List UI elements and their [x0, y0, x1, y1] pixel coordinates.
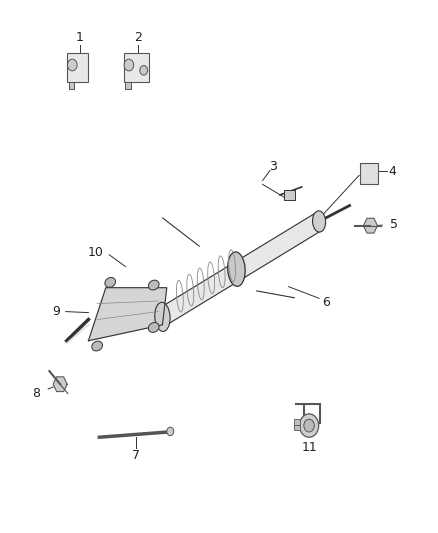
Text: 8: 8	[32, 387, 40, 400]
Circle shape	[140, 66, 148, 75]
Ellipse shape	[148, 280, 159, 290]
Bar	[360, 163, 378, 184]
Circle shape	[167, 427, 174, 435]
Circle shape	[304, 419, 314, 432]
Bar	[67, 53, 88, 82]
Text: 4: 4	[389, 165, 397, 177]
Polygon shape	[88, 288, 167, 341]
Bar	[124, 53, 149, 82]
Polygon shape	[364, 219, 378, 233]
Ellipse shape	[313, 211, 325, 232]
Text: 7: 7	[132, 449, 140, 463]
Bar	[294, 424, 300, 430]
Bar	[284, 190, 295, 200]
Ellipse shape	[155, 302, 170, 332]
Bar	[125, 82, 131, 88]
Text: 10: 10	[88, 246, 104, 259]
Ellipse shape	[105, 278, 116, 287]
Text: 9: 9	[52, 305, 60, 318]
Text: 1: 1	[76, 30, 84, 44]
Ellipse shape	[148, 322, 159, 333]
Text: 2: 2	[134, 30, 142, 44]
Text: 11: 11	[301, 441, 317, 455]
Polygon shape	[158, 214, 323, 325]
Circle shape	[300, 414, 319, 437]
Ellipse shape	[92, 341, 102, 351]
Ellipse shape	[228, 252, 245, 286]
Text: 5: 5	[390, 218, 399, 231]
Text: 6: 6	[321, 296, 329, 309]
Polygon shape	[53, 377, 67, 392]
Bar	[69, 82, 74, 88]
Text: 3: 3	[269, 160, 277, 173]
Circle shape	[67, 59, 77, 71]
Bar	[294, 419, 300, 424]
Circle shape	[124, 59, 134, 71]
